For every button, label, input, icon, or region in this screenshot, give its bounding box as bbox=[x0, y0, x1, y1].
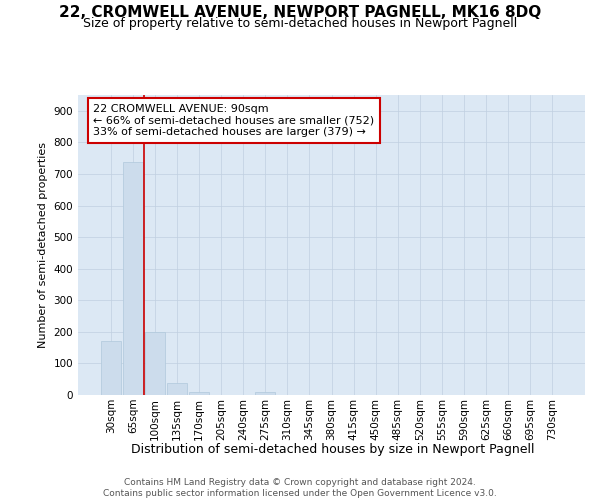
Bar bbox=[145, 332, 165, 395]
Text: Contains HM Land Registry data © Crown copyright and database right 2024.
Contai: Contains HM Land Registry data © Crown c… bbox=[103, 478, 497, 498]
Bar bbox=[167, 384, 187, 395]
Text: 22, CROMWELL AVENUE, NEWPORT PAGNELL, MK16 8DQ: 22, CROMWELL AVENUE, NEWPORT PAGNELL, MK… bbox=[59, 5, 541, 20]
Text: 22 CROMWELL AVENUE: 90sqm
← 66% of semi-detached houses are smaller (752)
33% of: 22 CROMWELL AVENUE: 90sqm ← 66% of semi-… bbox=[93, 104, 374, 137]
Bar bbox=[256, 392, 275, 395]
Text: Size of property relative to semi-detached houses in Newport Pagnell: Size of property relative to semi-detach… bbox=[83, 18, 517, 30]
Bar bbox=[101, 342, 121, 395]
Bar bbox=[189, 392, 209, 395]
Text: Distribution of semi-detached houses by size in Newport Pagnell: Distribution of semi-detached houses by … bbox=[131, 442, 535, 456]
Bar bbox=[123, 162, 143, 395]
Y-axis label: Number of semi-detached properties: Number of semi-detached properties bbox=[38, 142, 48, 348]
